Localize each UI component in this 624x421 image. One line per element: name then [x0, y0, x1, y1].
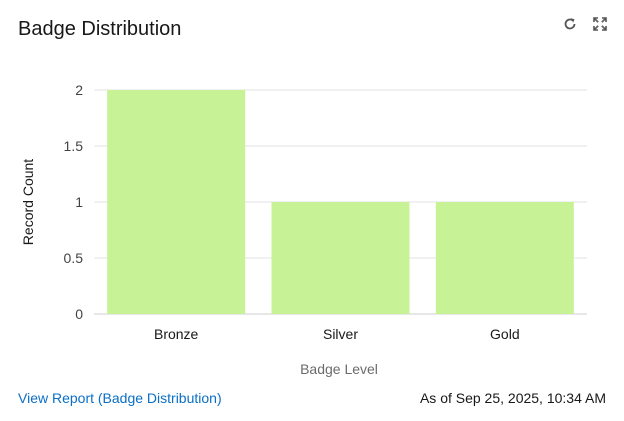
expand-icon: [593, 17, 607, 31]
y-tick-label: 0: [75, 306, 83, 322]
bar-silver[interactable]: [271, 202, 410, 314]
card-title: Badge Distribution: [18, 18, 182, 40]
y-tick-label: 0.5: [64, 250, 84, 266]
x-tick-labels: Bronze Silver Gold: [154, 326, 520, 342]
y-axis-label: Record Count: [20, 159, 36, 245]
y-tick-labels: 0 0.5 1 1.5 2: [64, 82, 84, 322]
refresh-button[interactable]: [560, 14, 580, 34]
header-actions: [560, 14, 610, 34]
y-tick-label: 2: [75, 82, 83, 98]
as-of-timestamp: As of Sep 25, 2025, 10:34 AM: [419, 390, 606, 406]
refresh-icon: [564, 18, 576, 30]
expand-button[interactable]: [590, 14, 610, 34]
x-axis-label: Badge Level: [300, 361, 378, 377]
bar-gold[interactable]: [435, 202, 574, 314]
view-report-link[interactable]: View Report (Badge Distribution): [18, 390, 222, 406]
y-tick-label: 1.5: [64, 138, 84, 154]
x-tick-label: Gold: [490, 326, 520, 342]
x-tick-label: Bronze: [154, 326, 199, 342]
x-tick-label: Silver: [323, 326, 358, 342]
bar-bronze[interactable]: [107, 90, 246, 314]
y-tick-label: 1: [75, 194, 83, 210]
bar-layer: [107, 90, 574, 314]
